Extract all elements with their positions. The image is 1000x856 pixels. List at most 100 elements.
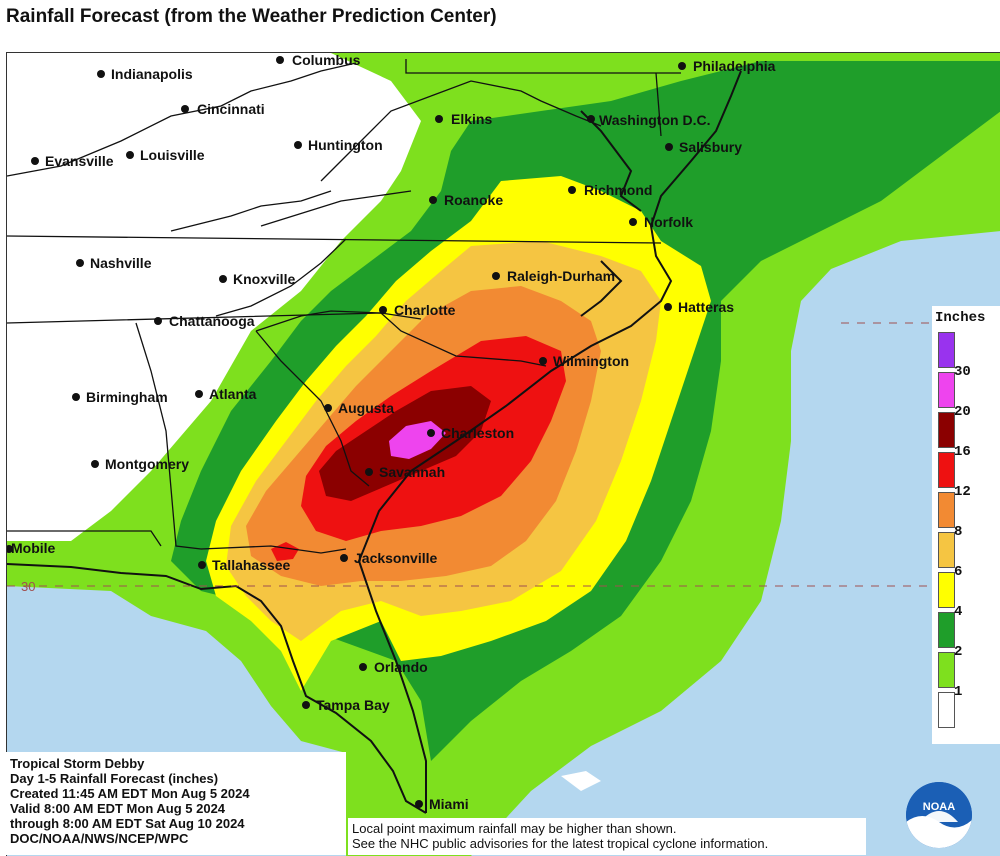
city-birmingham: Birmingham [72,389,168,405]
legend-tick: 16 [954,444,971,460]
city-dot [72,393,80,401]
legend-tick: 12 [954,484,971,500]
city-label: Miami [429,796,469,812]
legend-tick: 4 [954,604,963,620]
legend-title: Inches [935,310,986,326]
city-label: Chattanooga [169,313,255,329]
city-label: Jacksonville [354,550,437,566]
city-savannah: Savannah [365,464,445,480]
latitude-label: 30 [21,579,35,594]
island [561,771,601,791]
city-label: Nashville [90,255,152,271]
city-dot [665,143,673,151]
noaa-logo-text: NOAA [923,801,955,813]
city-dot [539,357,547,365]
city-label: Orlando [374,659,428,675]
city-montgomery: Montgomery [91,456,189,472]
city-label: Montgomery [105,456,189,472]
city-label: Indianapolis [111,66,193,82]
agency-credit: DOC/NOAA/NWS/NCEP/WPC [10,831,189,846]
city-label: Washington D.C. [599,112,710,128]
city-label: Charlotte [394,302,456,318]
city-label: Savannah [379,464,445,480]
city-cincinnati: Cincinnati [181,101,265,117]
legend-swatch [938,332,955,368]
city-dot [181,105,189,113]
city-salisbury: Salisbury [665,139,742,155]
city-raleigh-durham: Raleigh-Durham [492,268,615,284]
city-norfolk: Norfolk [629,214,693,230]
city-label: Mobile [11,540,56,556]
city-philadelphia: Philadelphia [678,58,776,74]
city-columbus: Columbus [276,53,361,68]
legend-swatch [938,492,955,528]
city-dot [154,317,162,325]
city-dot [678,62,686,70]
city-dot [379,306,387,314]
city-dot [340,554,348,562]
city-label: Raleigh-Durham [507,268,615,284]
city-dot [31,157,39,165]
city-dot [415,800,423,808]
noaa-logo: NOAA [906,782,972,848]
legend-tick: 1 [954,684,963,700]
city-louisville: Louisville [126,147,205,163]
city-dot [97,70,105,78]
city-knoxville: Knoxville [219,271,295,287]
city-dot [7,545,13,553]
city-charlotte: Charlotte [379,302,456,318]
city-augusta: Augusta [324,400,394,416]
legend-tick: 8 [954,524,963,540]
legend-swatch [938,572,955,608]
city-dot [429,196,437,204]
city-label: Birmingham [86,389,168,405]
city-label: Hatteras [678,299,734,315]
city-dot [76,259,84,267]
map-title: Rainfall Forecast (from the Weather Pred… [6,6,497,27]
city-dot [365,468,373,476]
city-label: Wilmington [553,353,629,369]
note-line-1: Local point maximum rainfall may be high… [352,821,677,836]
city-dot [359,663,367,671]
city-dot [427,429,435,437]
city-label: Salisbury [679,139,742,155]
city-label: Columbus [292,53,361,68]
storm-name: Tropical Storm Debby [10,756,145,771]
city-richmond: Richmond [568,182,652,198]
city-label: Cincinnati [197,101,265,117]
legend-swatch [938,652,955,688]
created-time: Created 11:45 AM EDT Mon Aug 5 2024 [10,786,250,801]
legend-swatch [938,612,955,648]
city-dot [435,115,443,123]
city-indianapolis: Indianapolis [97,66,193,82]
city-elkins: Elkins [435,111,492,127]
legend-swatch [938,412,955,448]
city-label: Norfolk [644,214,693,230]
valid-time: Valid 8:00 AM EDT Mon Aug 5 2024 [10,801,226,816]
city-dot [324,404,332,412]
city-wilmington: Wilmington [539,353,629,369]
city-markers: Indianapolis Columbus Philadelphia Cinci… [7,53,776,812]
city-evansville: Evansville [31,153,114,169]
city-huntington: Huntington [294,137,383,153]
city-label: Elkins [451,111,492,127]
legend-swatch [938,532,955,568]
city-dot [91,460,99,468]
city-label: Knoxville [233,271,295,287]
legend-tick: 20 [954,404,971,420]
city-chattanooga: Chattanooga [154,313,255,329]
forecast-type: Day 1-5 Rainfall Forecast (inches) [10,771,219,786]
city-dot [294,141,302,149]
city-orlando: Orlando [359,659,428,675]
city-dot [587,115,595,123]
city-dot [198,561,206,569]
legend-tick: 6 [954,564,963,580]
disclaimer-note: Local point maximum rainfall may be high… [348,818,866,855]
city-dot [219,275,227,283]
city-dot [629,218,637,226]
legend-swatch [938,452,955,488]
city-label: Tampa Bay [316,697,390,713]
city-label: Evansville [45,153,114,169]
city-roanoke: Roanoke [429,192,503,208]
city-label: Augusta [338,400,394,416]
